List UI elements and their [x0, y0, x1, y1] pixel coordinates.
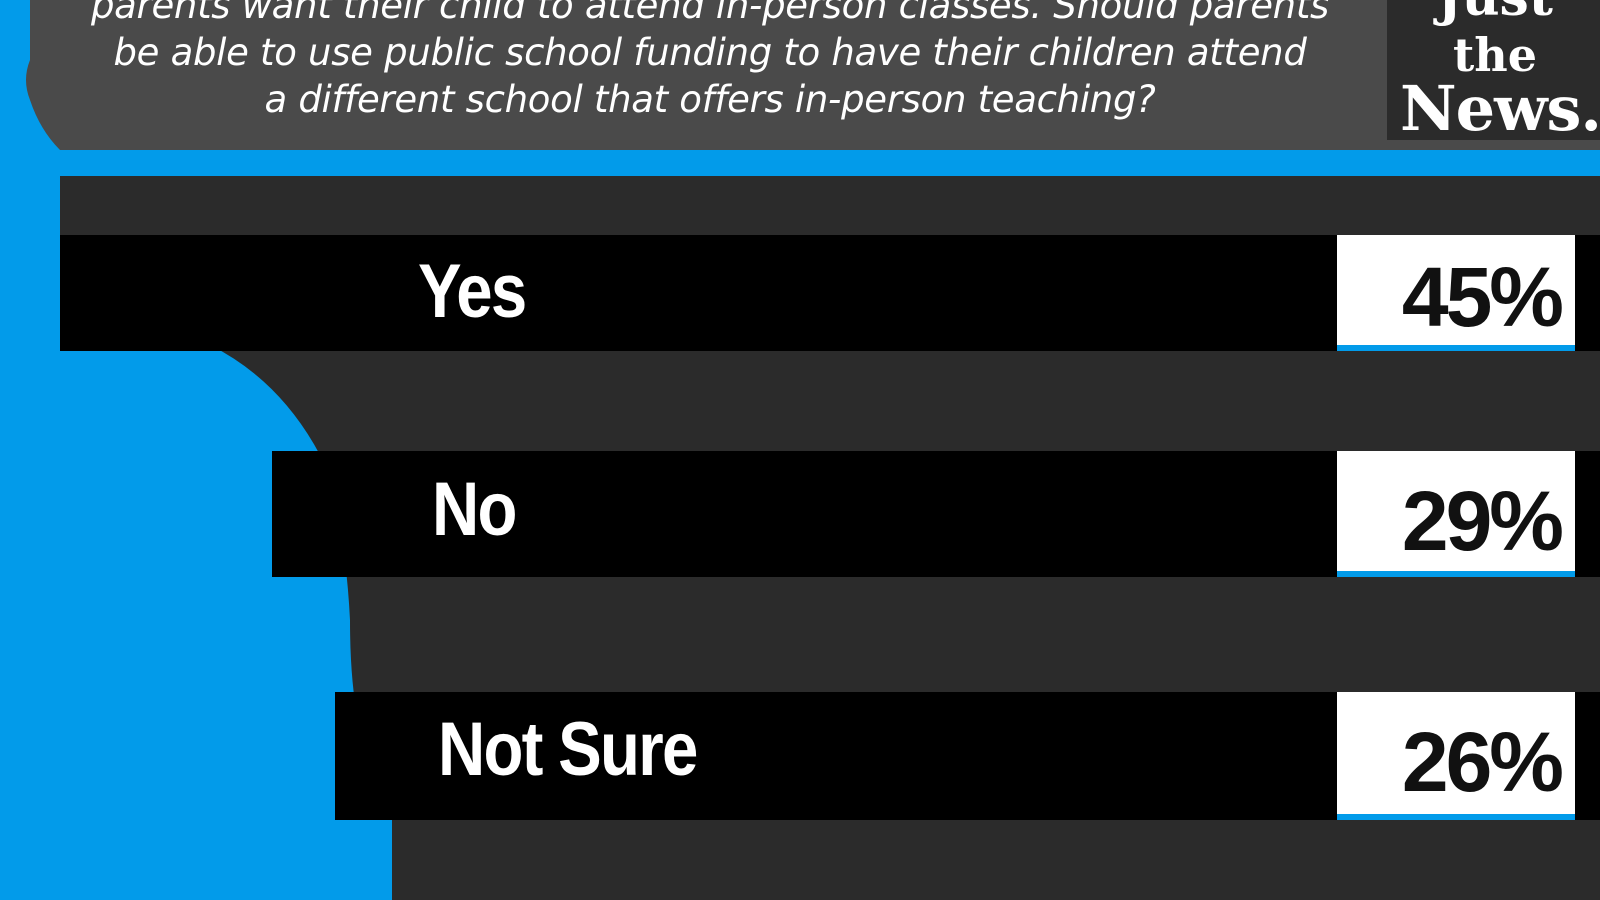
logo-word-the: the [1453, 28, 1537, 82]
question-line-2: be able to use public school funding to … [113, 31, 1307, 74]
answer-label-not-sure: Not Sure [438, 707, 698, 792]
header-bar [0, 0, 1600, 150]
answer-label-no: No [432, 467, 517, 552]
poll-question: parents want their child to attend in-pe… [40, 0, 1380, 123]
value-label-yes: 45% [1401, 250, 1564, 344]
value-box-no: 29% [1337, 451, 1575, 577]
logo-word-news: News. [1400, 72, 1600, 145]
value-label-no: 29% [1401, 474, 1564, 568]
value-box-yes: 45% [1337, 235, 1575, 351]
question-line-1: parents want their child to attend in-pe… [90, 0, 1330, 27]
logo-word-just: Just [1400, 0, 1590, 26]
value-label-not-sure: 26% [1401, 715, 1564, 809]
question-line-3: a different school that offers in-person… [264, 78, 1156, 121]
value-box-not-sure: 26% [1337, 692, 1575, 820]
header-divider-stripe [60, 150, 1600, 176]
answer-label-yes: Yes [418, 249, 527, 334]
question-header: parents want their child to attend in-pe… [0, 0, 1600, 150]
logo-capitol-icon [1387, 0, 1600, 140]
